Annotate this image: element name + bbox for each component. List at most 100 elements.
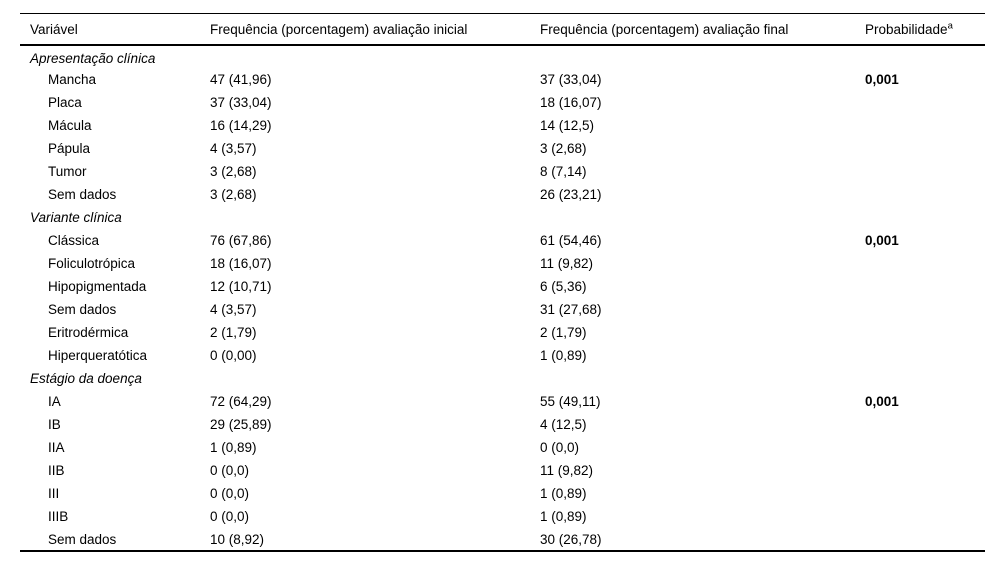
freq-initial-cell: 37 (33,04): [210, 95, 272, 110]
freq-final-cell: 0 (0,0): [540, 440, 580, 455]
table-row: Pápula 4 (3,57) 3 (2,68): [20, 137, 985, 160]
col-header-freq-inicial: Frequência (porcentagem) avaliação inici…: [210, 14, 540, 46]
table-row: Placa 37 (33,04) 18 (16,07): [20, 91, 985, 114]
variable-cell: Sem dados: [48, 531, 117, 547]
probability-cell: [865, 183, 985, 206]
col-header-freq-inicial-label: Frequência (porcentagem) avaliação inici…: [210, 21, 468, 37]
probability-cell: [865, 298, 985, 321]
table-row: III 0 (0,0) 1 (0,89): [20, 482, 985, 505]
probability-cell: [865, 91, 985, 114]
variable-cell: Clássica: [48, 233, 100, 248]
variable-cell: Tumor: [48, 164, 87, 179]
table-body: Apresentação clínica Mancha 47 (41,96) 37 (…: [20, 45, 985, 551]
footnote-marker: a: [947, 20, 953, 31]
freq-initial-cell: 4 (3,57): [210, 141, 257, 156]
freq-final-cell: [540, 367, 865, 390]
variable-cell: Sem dados: [48, 187, 117, 202]
freq-initial-cell: 0 (0,0): [210, 486, 250, 501]
probability-cell: [865, 482, 985, 505]
probability-cell: 0,001: [865, 394, 899, 409]
freq-final-cell: 26 (23,21): [540, 187, 602, 202]
table-row: Foliculotrópica 18 (16,07) 11 (9,82): [20, 252, 985, 275]
probability-cell: [865, 137, 985, 160]
freq-initial-cell: 0 (0,0): [210, 463, 250, 478]
table-row: IA 72 (64,29) 55 (49,11) 0,001: [20, 390, 985, 413]
freq-final-cell: [540, 45, 865, 68]
section-row: Variante clínica: [20, 206, 985, 229]
freq-final-cell: 37 (33,04): [540, 72, 602, 87]
freq-final-cell: 6 (5,36): [540, 279, 587, 294]
variable-cell: Mácula: [48, 118, 92, 133]
col-header-probabilidade: Probabilidadea: [865, 14, 985, 46]
col-header-freq-final: Frequência (porcentagem) avaliação final: [540, 14, 865, 46]
freq-final-cell: 55 (49,11): [540, 394, 601, 409]
probability-cell: [865, 321, 985, 344]
probability-cell: [865, 252, 985, 275]
variable-cell: Hiperqueratótica: [48, 348, 148, 363]
freq-initial-cell: 1 (0,89): [210, 440, 257, 455]
col-header-variavel: Variável: [20, 14, 210, 46]
freq-final-cell: 11 (9,82): [540, 256, 594, 271]
variable-cell: Pápula: [48, 141, 91, 156]
variable-cell: IB: [48, 417, 61, 432]
section-row: Apresentação clínica: [20, 45, 985, 68]
freq-final-cell: 1 (0,89): [540, 348, 587, 363]
freq-initial-cell: 3 (2,68): [210, 164, 257, 179]
variable-cell: Estágio da doença: [30, 371, 142, 386]
freq-final-cell: 2 (1,79): [540, 325, 587, 340]
freq-final-cell: 11 (9,82): [540, 463, 594, 478]
freq-initial-cell: [210, 206, 540, 229]
freq-initial-cell: 2 (1,79): [210, 325, 257, 340]
col-header-freq-final-label: Frequência (porcentagem) avaliação final: [540, 21, 789, 37]
freq-initial-cell: 47 (41,96): [210, 72, 272, 87]
probability-cell: 0,001: [865, 72, 899, 87]
probability-cell: 0,001: [865, 233, 899, 248]
header-row: Variável Frequência (porcentagem) avalia…: [20, 14, 985, 46]
variable-cell: Eritrodérmica: [48, 325, 129, 340]
variable-cell: IIIB: [48, 509, 69, 524]
freq-final-cell: 61 (54,46): [540, 233, 602, 248]
freq-final-cell: 1 (0,89): [540, 509, 587, 524]
table-row: Eritrodérmica 2 (1,79) 2 (1,79): [20, 321, 985, 344]
table-row: Mácula 16 (14,29) 14 (12,5): [20, 114, 985, 137]
freq-final-cell: 1 (0,89): [540, 486, 587, 501]
probability-cell: [865, 45, 985, 68]
freq-final-cell: 14 (12,5): [540, 118, 595, 133]
freq-initial-cell: 3 (2,68): [210, 187, 257, 202]
freq-final-cell: [540, 206, 865, 229]
paper-table-page: Variável Frequência (porcentagem) avalia…: [20, 13, 985, 552]
freq-final-cell: 8 (7,14): [540, 164, 587, 179]
variables-frequency-table: Variável Frequência (porcentagem) avalia…: [20, 13, 985, 552]
table-row: IB 29 (25,89) 4 (12,5): [20, 413, 985, 436]
col-header-variavel-label: Variável: [30, 21, 78, 37]
variable-cell: Mancha: [48, 72, 97, 87]
table-header: Variável Frequência (porcentagem) avalia…: [20, 14, 985, 46]
col-header-probabilidade-label: Probabilidade: [865, 21, 948, 37]
freq-initial-cell: 72 (64,29): [210, 394, 272, 409]
variable-cell: Placa: [48, 95, 82, 110]
probability-cell: [865, 436, 985, 459]
freq-initial-cell: 12 (10,71): [210, 279, 272, 294]
section-row: Estágio da doença: [20, 367, 985, 390]
probability-cell: [865, 160, 985, 183]
freq-final-cell: 30 (26,78): [540, 531, 602, 547]
table-row: Sem dados 10 (8,92) 30 (26,78): [20, 528, 985, 551]
freq-initial-cell: 18 (16,07): [210, 256, 272, 271]
probability-cell: [865, 459, 985, 482]
freq-initial-cell: 76 (67,86): [210, 233, 272, 248]
variable-cell: IIA: [48, 440, 65, 455]
probability-cell: [865, 505, 985, 528]
freq-final-cell: 31 (27,68): [540, 302, 602, 317]
probability-cell: [865, 275, 985, 298]
probability-cell: [865, 413, 985, 436]
table-row: IIB 0 (0,0) 11 (9,82): [20, 459, 985, 482]
freq-initial-cell: 0 (0,0): [210, 509, 250, 524]
variable-cell: Variante clínica: [30, 210, 122, 225]
freq-initial-cell: 29 (25,89): [210, 417, 272, 432]
freq-initial-cell: 16 (14,29): [210, 118, 272, 133]
table-row: Hipopigmentada 12 (10,71) 6 (5,36): [20, 275, 985, 298]
variable-cell: III: [48, 486, 60, 501]
freq-initial-cell: 4 (3,57): [210, 302, 257, 317]
freq-initial-cell: 10 (8,92): [210, 531, 265, 547]
variable-cell: Foliculotrópica: [48, 256, 136, 271]
